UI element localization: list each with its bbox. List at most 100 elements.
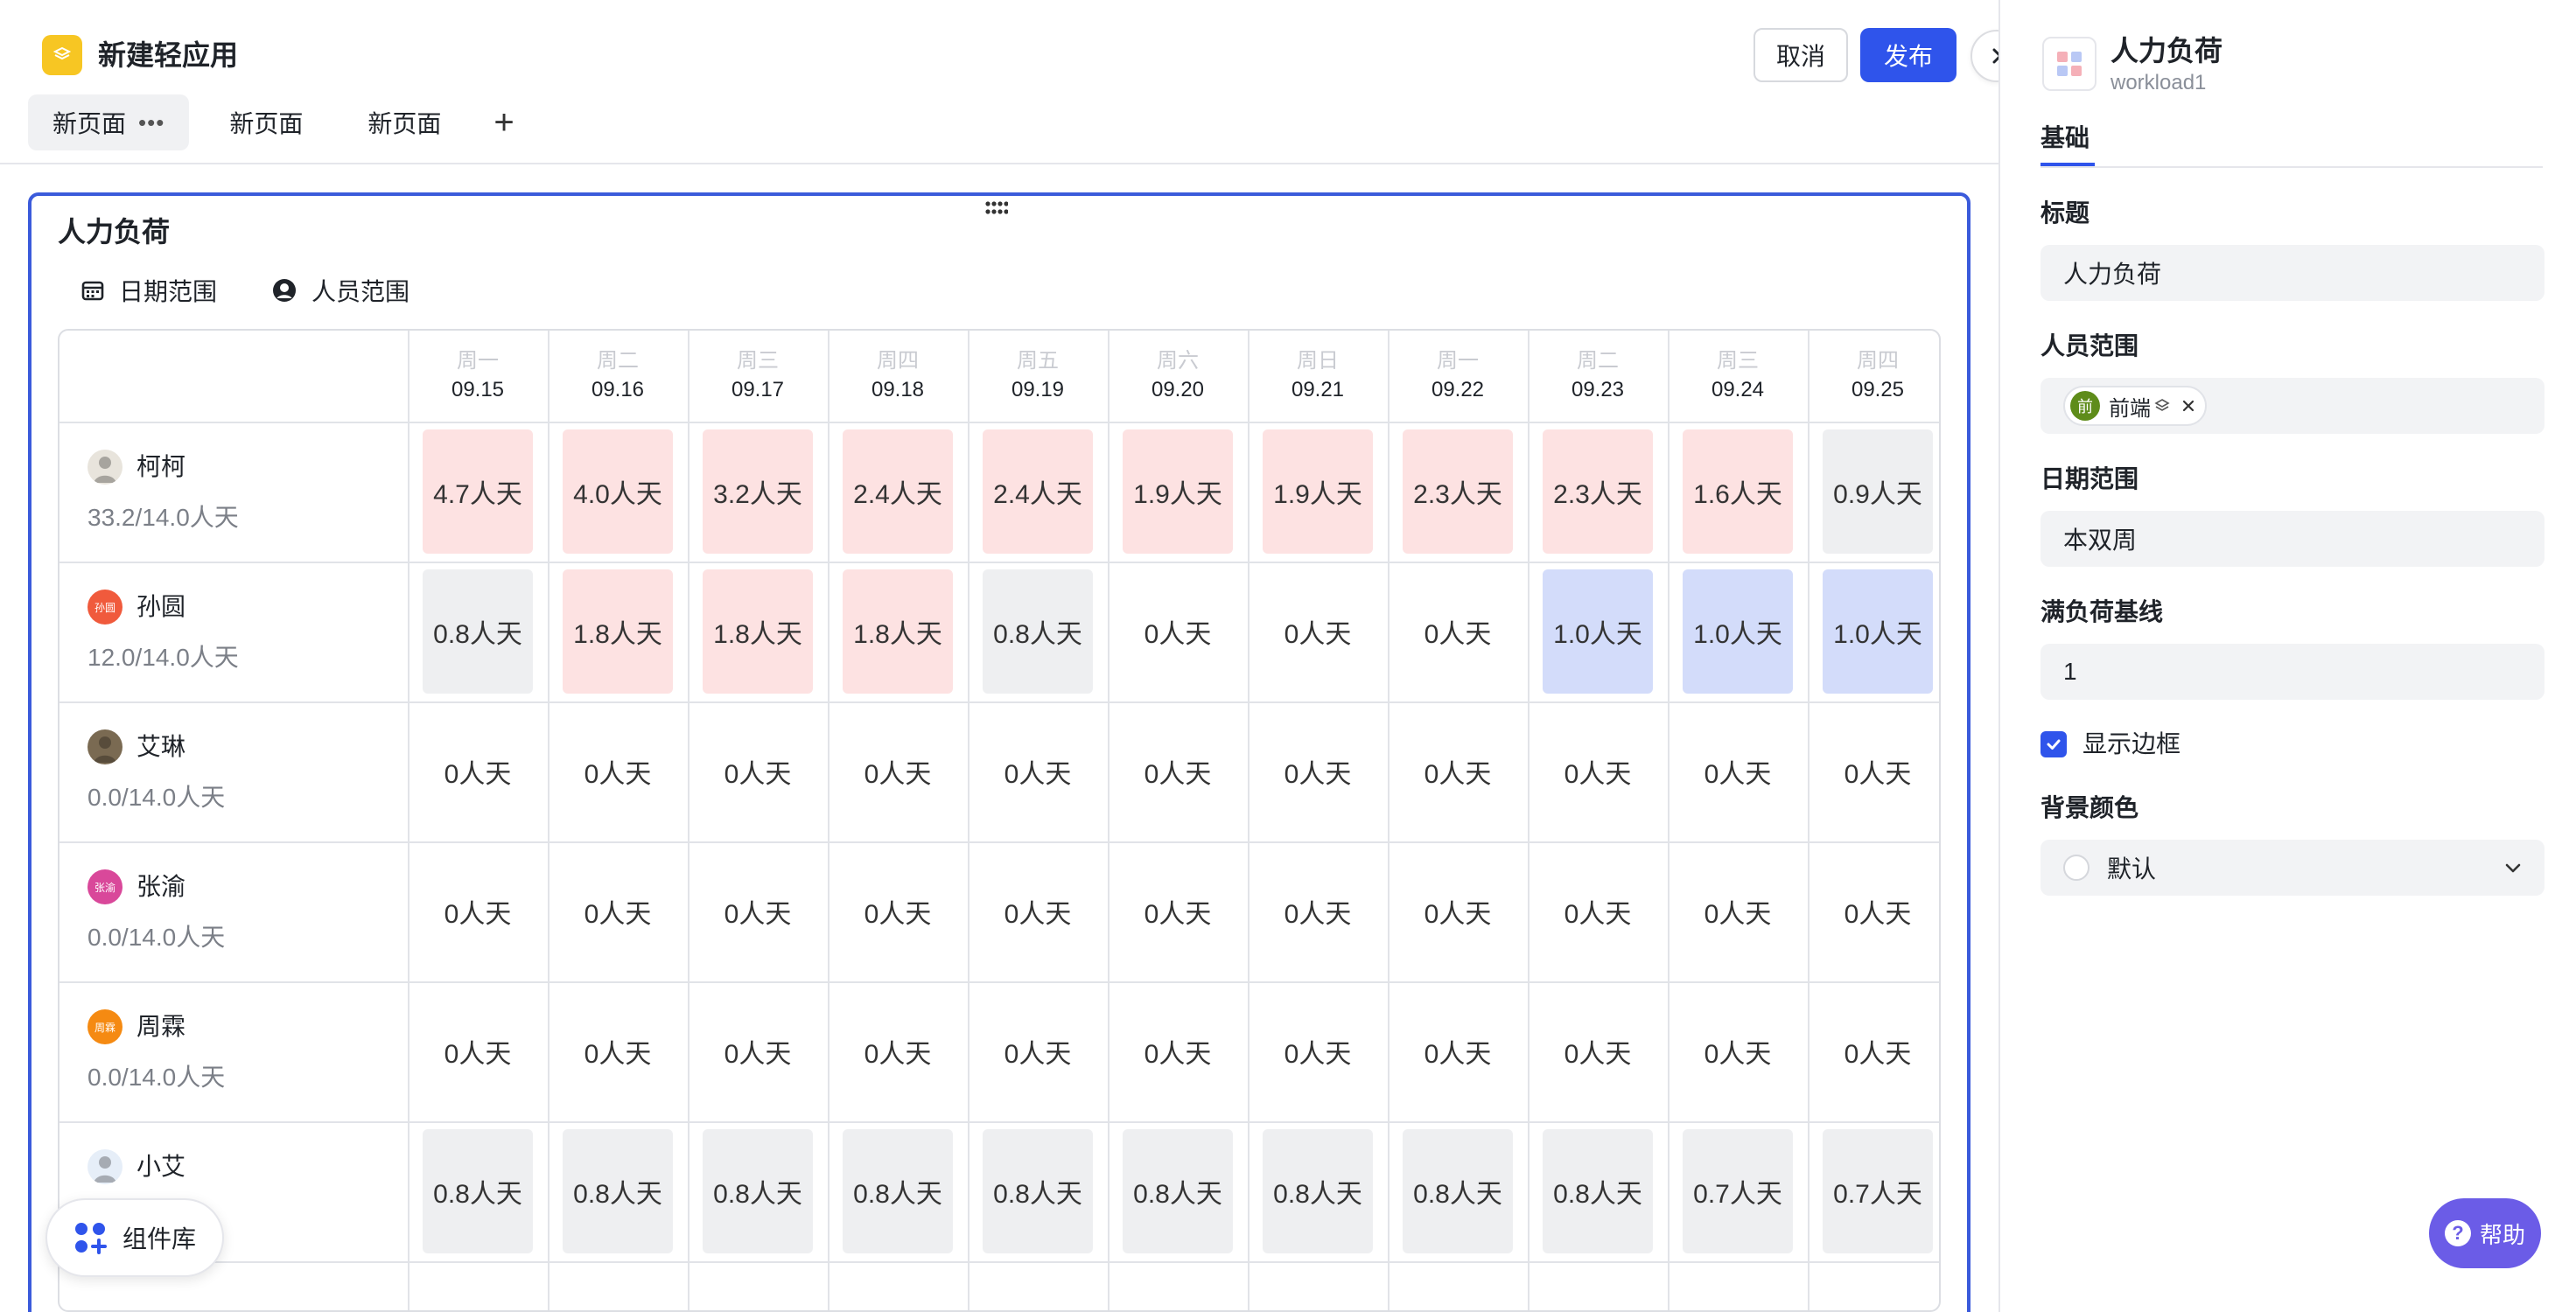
workload-cell[interactable]: 0人天: [1528, 701, 1668, 841]
date-range-filter[interactable]: 日期范围: [80, 273, 217, 308]
workload-cell[interactable]: 1.9人天: [1108, 422, 1248, 562]
workload-cell[interactable]: 0人天: [408, 701, 548, 841]
workload-cell[interactable]: 0人天: [548, 981, 688, 1121]
workload-value: 0.8人天: [983, 569, 1093, 694]
workload-cell[interactable]: 2.4人天: [968, 422, 1108, 562]
workload-cell[interactable]: 0.8人天: [1528, 1121, 1668, 1261]
workload-cell[interactable]: 0人天: [1668, 981, 1808, 1121]
people-range-label: 人员范围: [312, 278, 410, 305]
workload-value: 0人天: [1004, 1040, 1072, 1069]
workload-cell[interactable]: 0人天: [688, 981, 828, 1121]
workload-cell[interactable]: 4.0人天: [548, 422, 688, 562]
workload-cell[interactable]: 0.8人天: [408, 1121, 548, 1261]
workload-cell[interactable]: 0.8人天: [1388, 1121, 1528, 1261]
workload-cell[interactable]: 0人天: [1388, 841, 1528, 981]
workload-cell[interactable]: 0人天: [408, 841, 548, 981]
workload-cell[interactable]: 0人天: [1108, 841, 1248, 981]
workload-cell[interactable]: 0人天: [968, 841, 1108, 981]
component-library-button[interactable]: 组件库: [46, 1198, 224, 1277]
baseline-input[interactable]: 1: [2040, 644, 2544, 700]
show-border-label[interactable]: 显示边框: [2082, 730, 2181, 757]
workload-cell[interactable]: 0人天: [1528, 841, 1668, 981]
drag-handle-icon[interactable]: [985, 201, 1009, 215]
publish-button[interactable]: 发布: [1860, 28, 1956, 82]
workload-value: 0.8人天: [1123, 1129, 1233, 1253]
workload-cell[interactable]: 1.6人天: [1668, 422, 1808, 562]
workload-cell[interactable]: 0.8人天: [1248, 1121, 1388, 1261]
workload-cell[interactable]: 0.7人天: [1668, 1121, 1808, 1261]
workload-cell[interactable]: 0人天: [1248, 841, 1388, 981]
workload-cell[interactable]: 0.8人天: [688, 1121, 828, 1261]
workload-cell[interactable]: 2.4人天: [828, 422, 968, 562]
workload-cell[interactable]: 2.3人天: [1528, 422, 1668, 562]
workload-cell[interactable]: 1.8人天: [688, 562, 828, 701]
workload-cell[interactable]: 0人天: [1808, 841, 1939, 981]
people-range-select[interactable]: 前 前端: [2040, 378, 2544, 434]
workload-cell[interactable]: 0.8人天: [968, 562, 1108, 701]
close-icon[interactable]: [2180, 398, 2196, 414]
workload-cell[interactable]: 0.8人天: [1108, 1121, 1248, 1261]
add-page-icon[interactable]: +: [494, 103, 514, 142]
weekday-label: 周二: [1577, 349, 1619, 373]
workload-cell[interactable]: 0.8人天: [828, 1121, 968, 1261]
date-range-select[interactable]: 本双周: [2040, 511, 2544, 567]
workload-cell[interactable]: 0人天: [1248, 981, 1388, 1121]
workload-cell[interactable]: 0人天: [688, 701, 828, 841]
workload-cell[interactable]: 0人天: [968, 701, 1108, 841]
workload-cell[interactable]: 1.8人天: [548, 562, 688, 701]
title-input[interactable]: 人力负荷: [2040, 245, 2544, 301]
workload-cell[interactable]: 3.2人天: [688, 422, 828, 562]
workload-cell[interactable]: 4.7人天: [408, 422, 548, 562]
help-button[interactable]: ? 帮助: [2429, 1198, 2541, 1268]
cancel-button[interactable]: 取消: [1754, 28, 1848, 82]
workload-cell[interactable]: 0.8人天: [408, 562, 548, 701]
workload-cell[interactable]: 0.7人天: [1808, 1121, 1939, 1261]
workload-cell[interactable]: 0人天: [1248, 562, 1388, 701]
workload-cell[interactable]: 0人天: [1808, 701, 1939, 841]
workload-cell[interactable]: 1.0人天: [1528, 562, 1668, 701]
workload-cell[interactable]: 0人天: [1808, 981, 1939, 1121]
workload-cell[interactable]: 0.8人天: [968, 1121, 1108, 1261]
more-icon[interactable]: •••: [138, 108, 165, 136]
workload-cell[interactable]: 1.0人天: [1668, 562, 1808, 701]
workload-cell[interactable]: 0人天: [828, 981, 968, 1121]
workload-cell[interactable]: 2.3人天: [1388, 422, 1528, 562]
bg-color-select[interactable]: 默认: [2040, 840, 2544, 896]
show-border-checkbox[interactable]: [2040, 731, 2067, 757]
workload-value: 0.8人天: [423, 569, 533, 694]
workload-cell[interactable]: 0.8人天: [548, 1121, 688, 1261]
chevron-down-icon: [2505, 863, 2521, 873]
workload-cell[interactable]: 0人天: [828, 841, 968, 981]
workload-cell[interactable]: 0人天: [968, 981, 1108, 1121]
workload-cell[interactable]: 1.8人天: [828, 562, 968, 701]
people-tag: 前 前端: [2063, 386, 2207, 426]
workload-cell[interactable]: 0人天: [1668, 841, 1808, 981]
workload-cell[interactable]: 0人天: [1248, 701, 1388, 841]
date-label: 09.22: [1431, 378, 1485, 401]
workload-cell[interactable]: 0人天: [688, 841, 828, 981]
components-icon: [75, 1223, 107, 1254]
workload-cell[interactable]: 0人天: [1388, 981, 1528, 1121]
weekday-label: 周三: [737, 349, 779, 373]
workload-cell[interactable]: 0人天: [408, 981, 548, 1121]
workload-cell[interactable]: 0人天: [1108, 981, 1248, 1121]
workload-cell[interactable]: 0人天: [1528, 981, 1668, 1121]
tab-page-2[interactable]: 新页面: [205, 94, 327, 150]
workload-cell[interactable]: 0人天: [1388, 562, 1528, 701]
tab-basic[interactable]: 基础: [2040, 124, 2090, 151]
tab-page-3[interactable]: 新页面: [343, 94, 466, 150]
workload-cell[interactable]: 0人天: [1388, 701, 1528, 841]
workload-cell[interactable]: 0.9人天: [1808, 422, 1939, 562]
workload-cell[interactable]: 0人天: [548, 701, 688, 841]
workload-value: 0.8人天: [1403, 1129, 1513, 1253]
people-range-filter[interactable]: 人员范围: [271, 273, 410, 308]
tab-page-1[interactable]: 新页面 •••: [28, 94, 190, 150]
date-label: 09.18: [871, 378, 925, 401]
workload-cell[interactable]: 1.9人天: [1248, 422, 1388, 562]
workload-cell[interactable]: 0人天: [1108, 701, 1248, 841]
workload-cell[interactable]: 0人天: [548, 841, 688, 981]
workload-cell[interactable]: 0人天: [828, 701, 968, 841]
workload-cell[interactable]: 0人天: [1108, 562, 1248, 701]
workload-cell[interactable]: 0人天: [1668, 701, 1808, 841]
workload-cell[interactable]: 1.0人天: [1808, 562, 1939, 701]
